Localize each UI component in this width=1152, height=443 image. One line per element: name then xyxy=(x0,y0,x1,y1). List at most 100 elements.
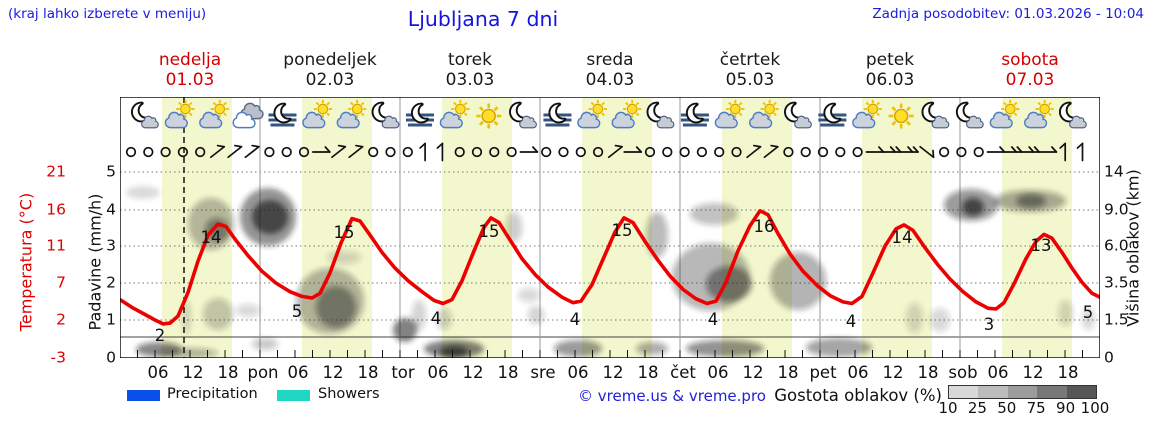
colorbar-tick-100: 100 xyxy=(1080,399,1110,417)
weather-icon-moon-fog xyxy=(680,102,709,127)
last-update-label: Zadnja posodobitev: 01.03.2026 - 10:04 xyxy=(872,6,1144,22)
x-axis-label-06-4: 06 xyxy=(287,363,309,382)
weather-icon-moon-cloud xyxy=(371,101,400,129)
x-axis-label-18-14: 18 xyxy=(637,363,659,382)
x-axis-label-06-8: 06 xyxy=(427,363,449,382)
colorbar-segment xyxy=(1037,386,1067,398)
wind-symbol xyxy=(938,146,950,158)
x-axis-label-18-2: 18 xyxy=(217,363,239,382)
temperature-value-label: 15 xyxy=(334,223,355,242)
x-axis-label-06-12: 06 xyxy=(567,363,589,382)
colorbar-tick-10: 10 xyxy=(938,399,958,417)
wind-symbol xyxy=(835,146,846,158)
temp-tick-11: 11 xyxy=(46,236,66,255)
wind-symbol xyxy=(1003,146,1023,153)
wind-symbol xyxy=(956,146,967,158)
temperature-value-label: 16 xyxy=(754,217,775,236)
precip-tick-2: 2 xyxy=(106,273,116,292)
wind-symbol xyxy=(402,146,413,158)
wind-symbol xyxy=(696,146,708,158)
colorbar-segment xyxy=(978,386,1008,398)
wind-symbol xyxy=(623,146,643,153)
wind-symbol xyxy=(1059,142,1067,162)
cloud-density-blob xyxy=(906,303,923,333)
x-axis-label-18-26: 18 xyxy=(1057,363,1079,382)
cloud-density-blob xyxy=(806,338,872,357)
wind-symbol xyxy=(644,146,656,158)
temperature-value-label: 4 xyxy=(570,310,581,329)
day-name: sreda xyxy=(586,50,634,70)
temp-tick-21: 21 xyxy=(46,162,66,181)
wind-symbol xyxy=(298,146,310,158)
wind-symbol xyxy=(607,144,623,159)
cloud-density-blob xyxy=(412,300,426,330)
x-axis-label-sob-23: sob xyxy=(948,363,978,382)
wind-symbol xyxy=(817,146,829,158)
day-header-nedelja: nedelja 01.03 xyxy=(120,50,260,90)
cloud-density-blob xyxy=(440,346,468,358)
weather-icon-moon-fog xyxy=(543,102,572,127)
day-header-torek: torek 03.03 xyxy=(400,50,540,90)
cloud-tick-14: 14 xyxy=(1104,162,1124,181)
wind-symbol xyxy=(454,146,465,158)
wind-symbol xyxy=(264,146,275,158)
day-date: 04.03 xyxy=(585,69,635,90)
temperature-value-label: 14 xyxy=(892,228,913,247)
temp-axis-title: Temperatura (°C) xyxy=(16,192,36,332)
weather-icon-moon-cloud xyxy=(921,101,950,129)
wind-symbol xyxy=(662,146,673,158)
wind-symbol xyxy=(506,146,517,158)
temperature-value-label: 3 xyxy=(984,315,995,334)
cloud-density-blob xyxy=(252,200,288,234)
day-name: petek xyxy=(865,50,915,70)
wind-symbol xyxy=(679,146,690,158)
weather-icon-sun xyxy=(888,103,914,129)
cloud-density-blob xyxy=(686,340,764,357)
wind-symbol xyxy=(348,144,364,159)
weather-icon-moon-cloud xyxy=(955,101,984,129)
temp-tick--3: -3 xyxy=(50,348,66,367)
wind-symbol xyxy=(592,146,604,158)
colorbar-segment xyxy=(1066,386,1097,398)
x-axis-label-tor-7: tor xyxy=(391,363,415,382)
weather-icon-moon-cloud xyxy=(784,101,812,129)
wind-symbol xyxy=(731,146,742,158)
wind-symbol xyxy=(195,146,206,158)
wind-symbol xyxy=(177,146,189,158)
x-axis-label-pon-3: pon xyxy=(247,363,279,382)
colorbar-segment xyxy=(949,386,979,398)
temp-tick-2: 2 xyxy=(56,310,66,329)
day-header-sreda: sreda 04.03 xyxy=(540,50,680,90)
x-axis-label-pet-19: pet xyxy=(809,363,837,382)
weather-icon-sun-cloud xyxy=(611,99,642,129)
weather-icon-moon-fog xyxy=(818,102,847,127)
day-name: ponedeljek xyxy=(283,50,377,70)
wind-symbol xyxy=(519,146,539,153)
cloud-density-blob xyxy=(930,308,950,332)
wind-symbol xyxy=(852,146,863,158)
temperature-value-label: 13 xyxy=(1031,236,1052,255)
precip-tick-5: 5 xyxy=(106,162,116,181)
copyright-link[interactable]: © vreme.us & vreme.pro xyxy=(578,387,766,405)
weather-icon-sun-cloud xyxy=(714,99,745,129)
x-axis-label-06-0: 06 xyxy=(147,363,169,382)
cloud-density-blob xyxy=(706,266,752,302)
weather-icon-cloud xyxy=(232,102,264,129)
cloud-density-blob xyxy=(506,212,522,242)
x-axis-label-18-18: 18 xyxy=(777,363,799,382)
wind-symbol xyxy=(919,145,935,159)
day-date: 06.03 xyxy=(865,69,915,90)
wind-symbol xyxy=(331,144,347,159)
wind-symbol xyxy=(489,146,500,158)
precip-tick-4: 4 xyxy=(106,200,116,219)
day-name: četrtek xyxy=(719,50,781,70)
cloud-density-blob xyxy=(690,203,738,225)
day-header-ponedeljek: ponedeljek 02.03 xyxy=(260,50,400,90)
weather-icon-moon-cloud xyxy=(1058,101,1087,129)
weather-icon-sun-cloud xyxy=(302,99,332,129)
weather-icon-sun-cloud xyxy=(199,99,229,129)
x-axis-label-12-25: 12 xyxy=(1022,363,1044,382)
cloud-density-blob xyxy=(436,308,452,330)
meteogram-plot: 2 14 5 15 4 15 4 15 4 16 4 14 3 13 5 xyxy=(120,97,1100,358)
precipitation-swatch xyxy=(127,390,160,401)
